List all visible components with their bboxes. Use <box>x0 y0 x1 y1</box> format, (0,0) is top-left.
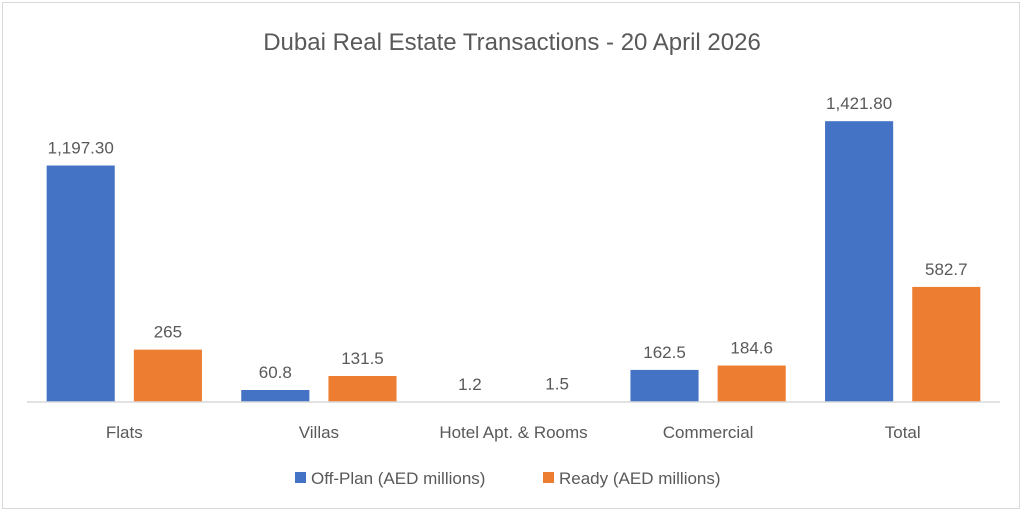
bar-off-plan <box>46 165 115 402</box>
bar-off-plan <box>241 389 310 402</box>
bar-off-plan <box>825 121 894 402</box>
data-label: 131.5 <box>341 349 384 368</box>
x-tick-label: Commercial <box>663 423 754 442</box>
data-label: 1.2 <box>458 375 482 394</box>
legend-swatch <box>543 472 554 483</box>
bar-ready <box>717 365 786 402</box>
data-label: 1,421.80 <box>826 94 892 113</box>
data-label: 1,197.30 <box>48 139 114 158</box>
data-label: 582.7 <box>925 260 968 279</box>
legend-label: Off-Plan (AED millions) <box>311 469 485 488</box>
x-tick-label: Hotel Apt. & Rooms <box>439 423 587 442</box>
x-tick-label: Total <box>885 423 921 442</box>
data-label: 265 <box>154 323 182 342</box>
x-tick-label: Flats <box>106 423 143 442</box>
legend-swatch <box>295 472 306 483</box>
chart-title: Dubai Real Estate Transactions - 20 Apri… <box>263 29 761 56</box>
x-tick-label: Villas <box>299 423 339 442</box>
data-label: 60.8 <box>259 363 292 382</box>
data-label: 162.5 <box>643 343 686 362</box>
data-label: 184.6 <box>730 339 773 358</box>
data-label: 1.5 <box>545 375 569 394</box>
legend-label: Ready (AED millions) <box>559 469 721 488</box>
bar-off-plan <box>630 369 699 402</box>
bar-ready <box>133 349 202 402</box>
bar-ready <box>912 286 981 402</box>
bar-ready <box>328 376 397 402</box>
